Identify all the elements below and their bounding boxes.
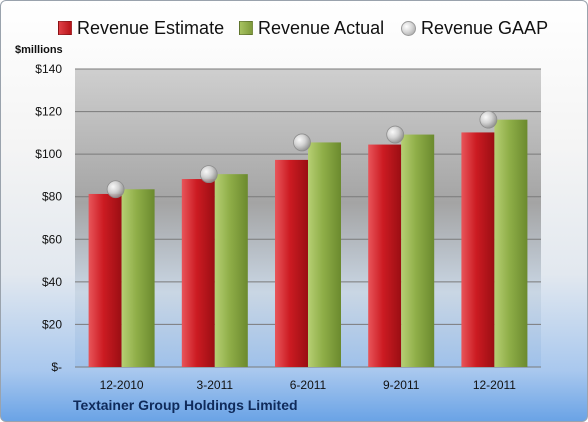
x-tick-label: 3-2011 [197,378,234,392]
y-axis-unit-label: $millions [15,44,63,56]
x-tick-label: 6-2011 [290,378,327,392]
marker-revenue-gaap [199,165,218,184]
marker-revenue-gaap [386,125,405,144]
legend-item-revenue-estimate: Revenue Estimate [58,15,224,41]
marker-revenue-gaap [293,133,311,152]
legend-item-revenue-gaap: Revenue GAAP [401,15,548,41]
x-tick-label: 12-2010 [100,378,144,392]
y-tick-label: $120 [35,105,62,119]
legend-label-actual: Revenue Actual [258,17,385,38]
legend-label-gaap: Revenue GAAP [421,17,549,38]
marker-revenue-gaap [106,180,125,199]
bar-revenue-actual [494,119,528,367]
legend-swatch-actual [239,21,253,35]
y-tick-label: $80 [42,190,62,204]
bar-revenue-estimate [368,144,402,367]
bar-revenue-estimate [275,159,308,367]
company-name: Textainer Group Holdings Limited [73,397,298,413]
legend-label-estimate: Revenue Estimate [77,17,225,38]
legend-swatch-gaap [401,20,416,36]
bar-revenue-actual [401,134,435,367]
bar-revenue-actual [121,189,155,367]
legend-item-revenue-actual: Revenue Actual [239,15,384,41]
y-tick-label: $40 [42,275,62,289]
marker-revenue-gaap [479,110,498,129]
y-tick-label: $- [51,360,62,374]
legend-swatch-estimate [58,21,72,35]
x-tick-label: 12-2011 [473,378,516,392]
y-tick-label: $20 [42,317,62,331]
bar-revenue-actual [308,142,341,367]
bar-revenue-estimate [88,193,122,367]
y-tick-label: $100 [35,147,62,161]
bar-revenue-estimate [181,179,215,367]
bar-revenue-estimate [461,132,495,367]
bar-revenue-actual [214,174,248,367]
x-tick-label: 9-2011 [383,378,420,392]
legend: Revenue Estimate Revenue Actual Revenue … [1,15,587,41]
y-tick-label: $60 [42,232,62,246]
y-tick-label: $140 [35,62,62,76]
